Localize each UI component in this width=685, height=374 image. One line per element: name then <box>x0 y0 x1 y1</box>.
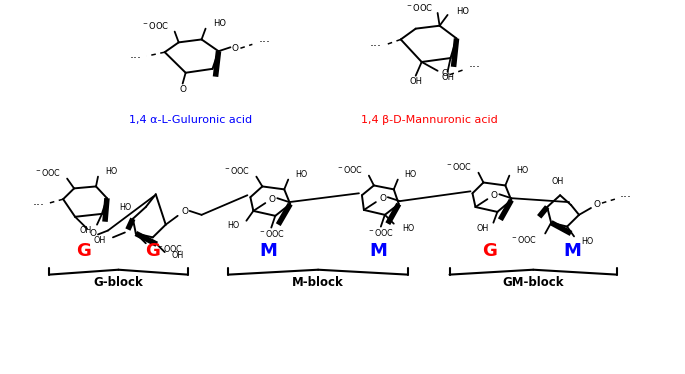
Text: ···: ··· <box>130 52 142 65</box>
Text: $^-$OOC: $^-$OOC <box>510 234 537 245</box>
Text: $^-$OOC: $^-$OOC <box>336 164 363 175</box>
Text: O: O <box>491 191 498 200</box>
Text: O: O <box>181 208 188 217</box>
Text: O: O <box>441 69 448 78</box>
Text: HO: HO <box>105 167 117 176</box>
Text: $^-$OOC: $^-$OOC <box>367 227 395 238</box>
Text: $^-$OOC: $^-$OOC <box>34 167 61 178</box>
Text: OH: OH <box>409 77 422 86</box>
Text: G: G <box>482 242 497 260</box>
Text: HO: HO <box>405 170 417 179</box>
Text: $^-$OOC: $^-$OOC <box>258 228 285 239</box>
Text: ···: ··· <box>370 40 382 53</box>
Text: M-block: M-block <box>292 276 344 289</box>
Text: OH: OH <box>79 226 92 235</box>
Text: O: O <box>379 194 386 203</box>
Text: $^-$OOC: $^-$OOC <box>406 1 434 13</box>
Text: OH: OH <box>94 236 106 245</box>
Text: M: M <box>260 242 277 260</box>
Text: G: G <box>145 242 160 260</box>
Text: O: O <box>179 85 186 94</box>
Text: $^-$OOC: $^-$OOC <box>223 165 251 176</box>
Text: ···: ··· <box>32 199 45 212</box>
Text: ···: ··· <box>469 61 480 74</box>
Text: $^-$OOC: $^-$OOC <box>140 20 169 31</box>
Text: O: O <box>593 200 601 209</box>
Text: ···: ··· <box>258 36 271 49</box>
Text: 1,4 α-L-Guluronic acid: 1,4 α-L-Guluronic acid <box>129 115 252 125</box>
Text: HO: HO <box>516 166 529 175</box>
Text: M: M <box>369 242 387 260</box>
Text: O: O <box>232 44 239 53</box>
Text: ···: ··· <box>620 191 632 204</box>
Text: G: G <box>77 242 92 260</box>
Text: G-block: G-block <box>94 276 143 289</box>
Text: HO: HO <box>214 19 227 28</box>
Text: 1,4 β-D-Mannuronic acid: 1,4 β-D-Mannuronic acid <box>361 115 498 125</box>
Text: HO: HO <box>227 221 240 230</box>
Text: OH: OH <box>476 224 488 233</box>
Text: M: M <box>563 242 581 260</box>
Text: $^-$OOC: $^-$OOC <box>155 243 183 254</box>
Text: OH: OH <box>552 177 564 186</box>
Text: HO: HO <box>295 170 308 179</box>
Text: HO: HO <box>456 6 469 15</box>
Text: GM-block: GM-block <box>503 276 564 289</box>
Text: O: O <box>90 229 97 238</box>
Text: OH: OH <box>441 73 454 82</box>
Text: HO: HO <box>581 237 593 246</box>
Text: HO: HO <box>402 224 414 233</box>
Text: OH: OH <box>172 251 184 261</box>
Text: HO: HO <box>120 202 132 212</box>
Text: O: O <box>269 194 276 204</box>
Text: $^-$OOC: $^-$OOC <box>445 161 473 172</box>
